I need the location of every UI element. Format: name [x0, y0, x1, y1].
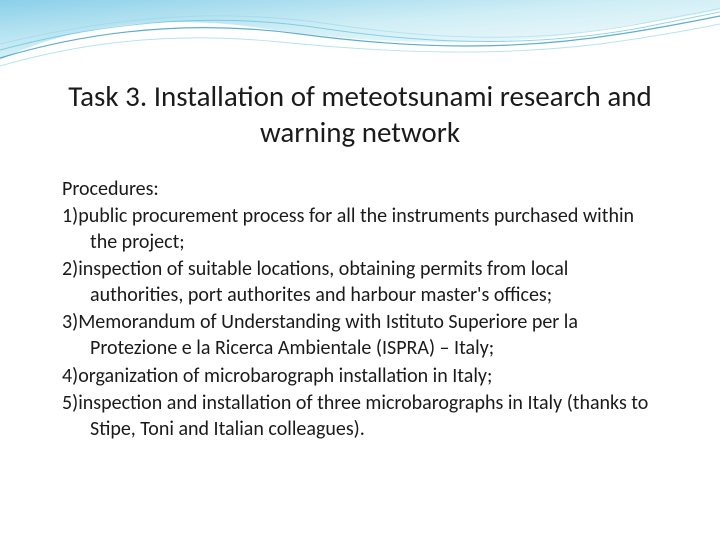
- list-item: 5)inspection and installation of three m…: [62, 391, 660, 442]
- item-number: 5): [62, 391, 78, 415]
- item-number: 3): [62, 310, 78, 334]
- item-text: organization of microbarograph installat…: [78, 364, 492, 388]
- item-text: inspection of suitable locations, obtain…: [78, 257, 568, 307]
- item-number: 2): [62, 257, 78, 281]
- list-item: 1)public procurement process for all the…: [62, 204, 660, 255]
- body-text: Procedures: 1)public procurement process…: [40, 177, 680, 443]
- slide-title: Task 3. Installation of meteotsunami res…: [40, 78, 680, 151]
- procedures-label: Procedures:: [62, 177, 660, 203]
- list-item: 4)organization of microbarograph install…: [62, 364, 660, 390]
- item-number: 4): [62, 364, 78, 388]
- item-text: Memorandum of Understanding with Istitut…: [78, 310, 578, 360]
- item-text: inspection and installation of three mic…: [78, 391, 648, 441]
- list-item: 3)Memorandum of Understanding with Istit…: [62, 310, 660, 361]
- item-number: 1): [62, 204, 78, 228]
- list-item: 2)inspection of suitable locations, obta…: [62, 257, 660, 308]
- item-text: public procurement process for all the i…: [78, 204, 634, 254]
- slide-content: Task 3. Installation of meteotsunami res…: [0, 0, 720, 540]
